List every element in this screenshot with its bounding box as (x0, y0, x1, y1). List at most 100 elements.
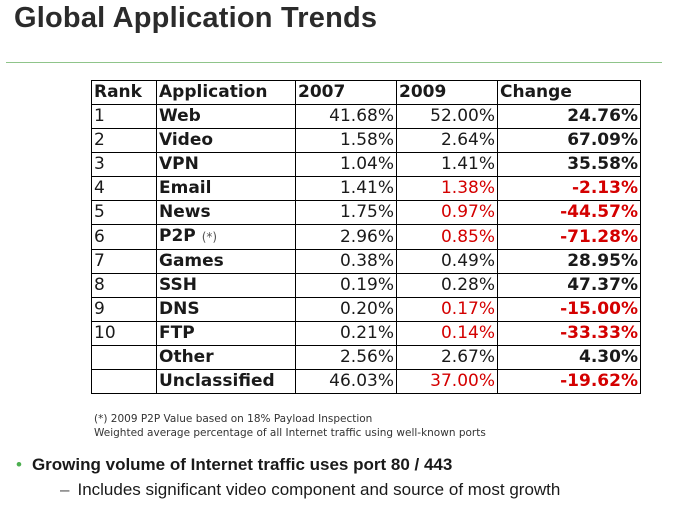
table-row: 7 Games 0.38% 0.49% 28.95% (91, 249, 641, 274)
table-row: 6 P2P (*) 2.96% 0.85% -71.28% (91, 224, 641, 250)
rank-cell: 5 (91, 200, 157, 225)
rank-cell: 3 (91, 152, 157, 177)
value-2007-cell: 1.04% (295, 152, 397, 177)
header-application: Application (156, 80, 296, 105)
value-2009-cell: 0.85% (396, 224, 498, 250)
value-2007-cell: 0.20% (295, 297, 397, 322)
table-row: Unclassified 46.03% 37.00% -19.62% (91, 369, 641, 394)
application-name: News (159, 202, 211, 222)
value-2007-cell: 41.68% (295, 104, 397, 129)
value-2007-cell: 1.41% (295, 176, 397, 201)
table-body: 1 Web 41.68% 52.00% 24.76% 2 Video 1.58% 2.64% 67… (91, 104, 641, 394)
rank-cell: 2 (91, 128, 157, 153)
rank-cell: 9 (91, 297, 157, 322)
table-header-row: Rank Application 2007 2009 Change (91, 80, 641, 105)
change-cell: 4.30% (497, 345, 641, 370)
change-cell: -2.13% (497, 176, 641, 201)
value-2009-cell: 37.00% (396, 369, 498, 394)
value-2009-cell: 0.14% (396, 321, 498, 346)
application-cell: News (156, 200, 296, 225)
table-row: 10 FTP 0.21% 0.14% -33.33% (91, 321, 641, 346)
rank-cell: 10 (91, 321, 157, 346)
value-2009-cell: 0.28% (396, 273, 498, 298)
rank-cell: 6 (91, 224, 157, 250)
rank-cell: 7 (91, 249, 157, 274)
application-cell: SSH (156, 273, 296, 298)
table-row: 9 DNS 0.20% 0.17% -15.00% (91, 297, 641, 322)
footnote-p2p: (*) 2009 P2P Value based on 18% Payload … (94, 413, 373, 425)
application-cell: Other (156, 345, 296, 370)
slide-title: Global Application Trends (14, 2, 378, 34)
application-trends-table: Rank Application 2007 2009 Change 1 Web 41… (91, 80, 641, 394)
value-2009-cell: 1.38% (396, 176, 498, 201)
table-row: 1 Web 41.68% 52.00% 24.76% (91, 104, 641, 129)
application-name: Email (159, 178, 212, 198)
footnote-marker: (*) (201, 230, 218, 244)
title-divider (6, 62, 662, 63)
application-cell: FTP (156, 321, 296, 346)
footnotes: (*) 2009 P2P Value based on 18% Payload … (94, 412, 486, 440)
bullet-point: • Growing volume of Internet traffic uses… (16, 455, 452, 475)
value-2009-cell: 0.97% (396, 200, 498, 225)
rank-cell: 8 (91, 273, 157, 298)
footnote-methodology: Weighted average percentage of all Inter… (94, 427, 486, 439)
value-2007-cell: 2.56% (295, 345, 397, 370)
application-cell: Video (156, 128, 296, 153)
value-2009-cell: 0.17% (396, 297, 498, 322)
value-2009-cell: 2.64% (396, 128, 498, 153)
value-2009-cell: 0.49% (396, 249, 498, 274)
table-row: 3 VPN 1.04% 1.41% 35.58% (91, 152, 641, 177)
application-cell: Games (156, 249, 296, 274)
header-2009: 2009 (396, 80, 498, 105)
change-cell: 35.58% (497, 152, 641, 177)
application-name: VPN (159, 154, 199, 174)
rank-cell (91, 369, 157, 394)
application-name: Video (159, 130, 214, 150)
application-cell: VPN (156, 152, 296, 177)
application-name: FTP (159, 323, 195, 343)
header-change: Change (497, 80, 641, 105)
application-name: Other (159, 347, 214, 367)
change-cell: -44.57% (497, 200, 641, 225)
application-cell: Email (156, 176, 296, 201)
table-row: 4 Email 1.41% 1.38% -2.13% (91, 176, 641, 201)
sub-bullet-text: Includes significant video component and… (77, 480, 561, 499)
table-row: 5 News 1.75% 0.97% -44.57% (91, 200, 641, 225)
value-2007-cell: 2.96% (295, 224, 397, 250)
change-cell: -19.62% (497, 369, 641, 394)
table-row: 2 Video 1.58% 2.64% 67.09% (91, 128, 641, 153)
application-name: P2P (159, 226, 196, 246)
rank-cell: 1 (91, 104, 157, 129)
application-cell: DNS (156, 297, 296, 322)
value-2007-cell: 46.03% (295, 369, 397, 394)
change-cell: 47.37% (497, 273, 641, 298)
dash-icon: – (60, 480, 70, 499)
value-2007-cell: 0.38% (295, 249, 397, 274)
application-cell: Unclassified (156, 369, 296, 394)
value-2007-cell: 1.75% (295, 200, 397, 225)
value-2007-cell: 0.21% (295, 321, 397, 346)
value-2007-cell: 1.58% (295, 128, 397, 153)
table-row: Other 2.56% 2.67% 4.30% (91, 345, 641, 370)
value-2007-cell: 0.19% (295, 273, 397, 298)
bullet-dot-icon: • (16, 455, 22, 474)
change-cell: -71.28% (497, 224, 641, 250)
application-name: SSH (159, 275, 197, 295)
application-name: Web (159, 106, 201, 126)
rank-cell (91, 345, 157, 370)
change-cell: 24.76% (497, 104, 641, 129)
table-row: 8 SSH 0.19% 0.28% 47.37% (91, 273, 641, 298)
header-2007: 2007 (295, 80, 397, 105)
application-cell: P2P (*) (156, 224, 296, 250)
sub-bullet-point: – Includes significant video component an… (60, 480, 560, 500)
value-2009-cell: 52.00% (396, 104, 498, 129)
value-2009-cell: 2.67% (396, 345, 498, 370)
header-rank: Rank (91, 80, 157, 105)
application-cell: Web (156, 104, 296, 129)
bullet-text: Growing volume of Internet traffic uses … (31, 455, 453, 474)
application-name: Games (159, 251, 224, 271)
change-cell: -15.00% (497, 297, 641, 322)
rank-cell: 4 (91, 176, 157, 201)
change-cell: -33.33% (497, 321, 641, 346)
application-name: DNS (159, 299, 200, 319)
